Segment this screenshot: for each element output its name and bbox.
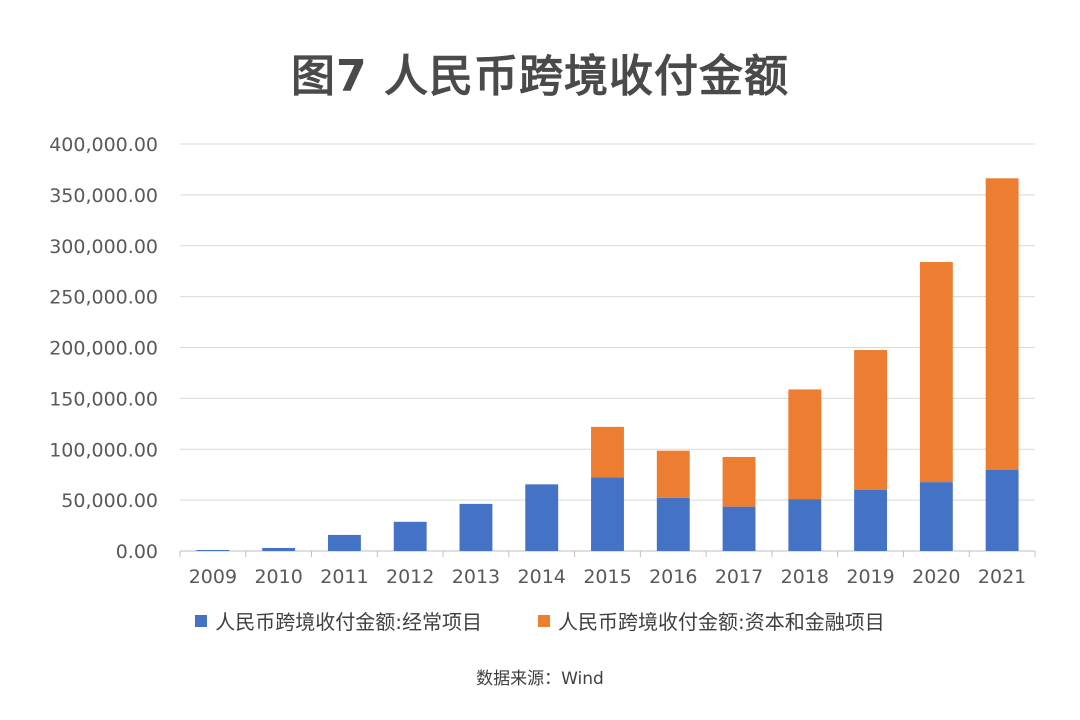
bar-current-account xyxy=(722,506,756,551)
x-tick-label: 2013 xyxy=(452,566,500,588)
legend-swatch-current-account xyxy=(195,614,208,627)
x-tick-label: 2020 xyxy=(912,566,960,588)
bar-current-account xyxy=(196,549,230,551)
y-tick-label: 300,000.00 xyxy=(49,236,158,258)
bar-current-account xyxy=(393,521,427,551)
data-source-note: 数据来源：Wind xyxy=(476,669,604,689)
bar-current-account xyxy=(854,489,888,551)
bar-current-account xyxy=(262,547,296,551)
x-tick-label: 2018 xyxy=(781,566,829,588)
bar-current-account xyxy=(656,497,690,551)
y-tick-label: 100,000.00 xyxy=(49,439,158,461)
x-tick-label: 2019 xyxy=(846,566,894,588)
bar-current-account xyxy=(919,482,953,551)
legend-swatch-capital-account xyxy=(538,614,550,627)
y-tick-label: 200,000.00 xyxy=(49,338,158,360)
stacked-bar-chart: 0.00 50,000.00 100,000.00 150,000.00 200,000… xyxy=(49,134,1036,588)
y-tick-label: 0.00 xyxy=(116,541,158,563)
bar-current-account xyxy=(525,484,559,551)
bar-capital-account xyxy=(854,350,888,490)
bar-capital-account xyxy=(985,178,1019,471)
legend: 人民币跨境收付金额:经常项目 人民币跨境收付金额:资本和金融项目 xyxy=(0,606,1080,635)
x-tick-label: 2009 xyxy=(189,566,237,588)
legend-item-current-account: 人民币跨境收付金额:经常项目 xyxy=(195,606,482,635)
y-tick-label: 250,000.00 xyxy=(49,287,158,309)
y-tick-label: 400,000.00 xyxy=(49,134,158,156)
bar-current-account xyxy=(788,499,822,551)
x-tick-label: 2021 xyxy=(978,566,1026,588)
x-tick-label: 2014 xyxy=(518,566,566,588)
legend-item-capital-account: 人民币跨境收付金额:资本和金融项目 xyxy=(538,606,885,635)
y-tick-label: 150,000.00 xyxy=(49,388,158,410)
x-tick-label: 2010 xyxy=(254,566,302,588)
x-tick-label: 2015 xyxy=(583,566,631,588)
bar-current-account xyxy=(327,534,361,551)
bar-capital-account xyxy=(722,456,756,507)
bar-capital-account xyxy=(788,389,822,500)
bar-capital-account xyxy=(919,262,953,483)
bar-current-account xyxy=(459,503,493,551)
bar-current-account xyxy=(591,477,624,551)
y-tick-label: 350,000.00 xyxy=(49,185,158,207)
x-tick-label: 2017 xyxy=(715,566,763,588)
x-tick-label: 2012 xyxy=(386,566,434,588)
bar-current-account xyxy=(985,470,1019,551)
x-tick-label: 2011 xyxy=(320,566,368,588)
legend-label-current-account: 人民币跨境收付金额:经常项目 xyxy=(215,610,482,634)
chart-title: 图7 人民币跨境收付金额 xyxy=(291,51,789,102)
x-tick-label: 2016 xyxy=(649,566,697,588)
bar-capital-account xyxy=(656,450,690,498)
legend-label-capital-account: 人民币跨境收付金额:资本和金融项目 xyxy=(558,610,885,634)
y-tick-label: 50,000.00 xyxy=(61,490,158,512)
bar-capital-account xyxy=(591,426,624,478)
